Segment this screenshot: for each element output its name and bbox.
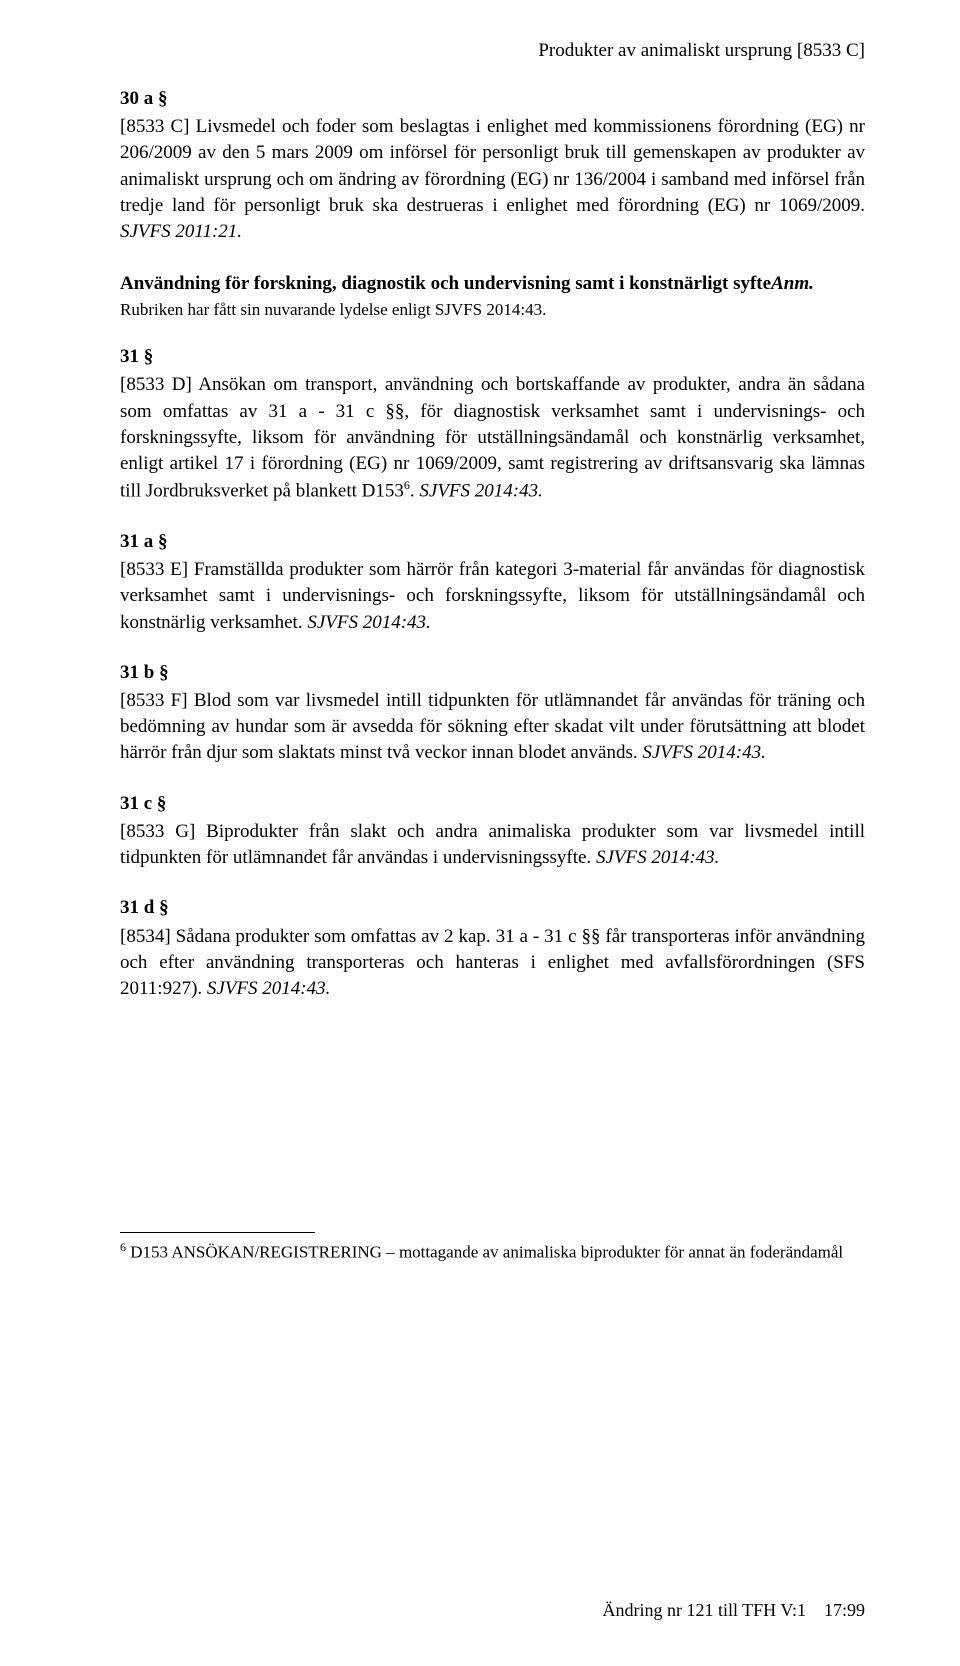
section-31b: 31 b § [8533 F] Blod som var livsmedel i… <box>120 660 865 767</box>
section-31d-heading: 31 d § <box>120 895 865 921</box>
section-31c-heading: 31 c § <box>120 791 865 817</box>
footnote-separator <box>120 1232 315 1233</box>
footer-change-ref: Ändring nr 121 till TFH V:1 <box>602 1600 806 1620</box>
section-31-body: [8533 D] Ansökan om transport, användnin… <box>120 372 865 504</box>
section-30a-heading: 30 a § <box>120 86 865 112</box>
section-31c: 31 c § [8533 G] Biprodukter från slakt o… <box>120 791 865 872</box>
section-30a: 30 a § [8533 C] Livsmedel och foder som … <box>120 86 865 245</box>
section-31-heading: 31 § <box>120 344 865 370</box>
section-31b-citation: SJVFS 2014:43. <box>642 742 765 763</box>
section-31b-heading: 31 b § <box>120 660 865 686</box>
section-31a: 31 a § [8533 E] Framställda produkter so… <box>120 529 865 636</box>
section-31c-text: [8533 G] Biprodukter från slakt och andr… <box>120 821 865 868</box>
page-footer: Ändring nr 121 till TFH V:1 17:99 <box>602 1600 865 1621</box>
section-31c-body: [8533 G] Biprodukter från slakt och andr… <box>120 819 865 871</box>
section-30a-text: [8533 C] Livsmedel och foder som beslagt… <box>120 116 865 216</box>
section-30a-body: [8533 C] Livsmedel och foder som beslagt… <box>120 114 865 245</box>
subheading-text: Användning för forskning, diagnostik och… <box>120 273 771 294</box>
section-31a-heading: 31 a § <box>120 529 865 555</box>
section-31: 31 § [8533 D] Ansökan om transport, anvä… <box>120 344 865 505</box>
section-31d-body: [8534] Sådana produkter som omfattas av … <box>120 924 865 1003</box>
section-31a-text: [8533 E] Framställda produkter som härrö… <box>120 559 865 632</box>
header-reference: Produkter av animaliskt ursprung [8533 C… <box>120 40 865 62</box>
subheading-anm: Anm. <box>771 273 814 294</box>
page: Produkter av animaliskt ursprung [8533 C… <box>0 0 960 1666</box>
section-31c-citation: SJVFS 2014:43. <box>596 847 719 868</box>
section-31d-citation: SJVFS 2014:43. <box>207 978 330 999</box>
section-31-citation: SJVFS 2014:43. <box>419 481 542 502</box>
section-31a-citation: SJVFS 2014:43. <box>307 612 430 633</box>
section-30a-citation: SJVFS 2011:21. <box>120 221 242 242</box>
subheading: Användning för forskning, diagnostik och… <box>120 273 865 295</box>
footnote-6: 6 D153 ANSÖKAN/REGISTRERING – mottagande… <box>120 1239 865 1265</box>
section-31d: 31 d § [8534] Sådana produkter som omfat… <box>120 895 865 1002</box>
section-31a-body: [8533 E] Framställda produkter som härrö… <box>120 557 865 636</box>
section-31b-body: [8533 F] Blod som var livsmedel intill t… <box>120 688 865 767</box>
footnote-6-text: D153 ANSÖKAN/REGISTRERING – mottagande a… <box>126 1243 843 1262</box>
subheading-note: Rubriken har fått sin nuvarande lydelse … <box>120 299 865 322</box>
section-31-text-post: . <box>410 481 420 502</box>
footer-page-number: 17:99 <box>824 1600 865 1620</box>
